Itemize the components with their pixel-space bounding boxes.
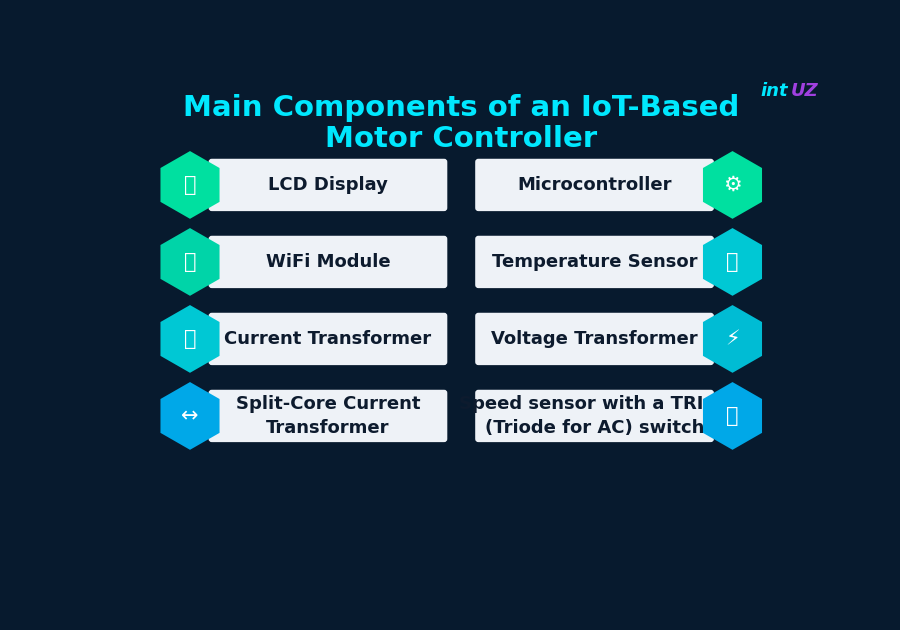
Text: UZ: UZ <box>790 82 818 100</box>
Text: Temperature Sensor: Temperature Sensor <box>491 253 698 271</box>
Text: int: int <box>760 82 788 100</box>
Text: 🖥: 🖥 <box>184 175 196 195</box>
Text: 📱: 📱 <box>726 406 739 426</box>
Polygon shape <box>160 151 220 219</box>
FancyBboxPatch shape <box>209 159 447 211</box>
Polygon shape <box>703 305 762 373</box>
Text: WiFi Module: WiFi Module <box>266 253 391 271</box>
Text: LCD Display: LCD Display <box>268 176 388 194</box>
Polygon shape <box>160 228 220 296</box>
FancyBboxPatch shape <box>209 390 447 442</box>
FancyBboxPatch shape <box>475 236 714 288</box>
FancyBboxPatch shape <box>475 159 714 211</box>
Text: ↔: ↔ <box>181 406 199 426</box>
Text: Microcontroller: Microcontroller <box>518 176 671 194</box>
Polygon shape <box>160 305 220 373</box>
Text: 📡: 📡 <box>184 252 196 272</box>
FancyBboxPatch shape <box>475 312 714 365</box>
Text: Voltage Transformer: Voltage Transformer <box>491 330 698 348</box>
Text: Main Components of an IoT-Based: Main Components of an IoT-Based <box>183 94 740 122</box>
FancyBboxPatch shape <box>475 390 714 442</box>
Polygon shape <box>703 151 762 219</box>
Text: Split-Core Current
Transformer: Split-Core Current Transformer <box>236 395 420 437</box>
Text: 🌡: 🌡 <box>726 252 739 272</box>
FancyBboxPatch shape <box>209 236 447 288</box>
Polygon shape <box>160 382 220 450</box>
Text: ⚙: ⚙ <box>723 175 742 195</box>
Polygon shape <box>703 382 762 450</box>
Text: 🔋: 🔋 <box>184 329 196 349</box>
FancyBboxPatch shape <box>209 312 447 365</box>
Polygon shape <box>703 228 762 296</box>
Text: Current Transformer: Current Transformer <box>224 330 431 348</box>
Text: Motor Controller: Motor Controller <box>325 125 598 152</box>
Text: Speed sensor with a TRIAC
(Triode for AC) switch: Speed sensor with a TRIAC (Triode for AC… <box>459 395 730 437</box>
Text: ⚡: ⚡ <box>725 329 740 349</box>
